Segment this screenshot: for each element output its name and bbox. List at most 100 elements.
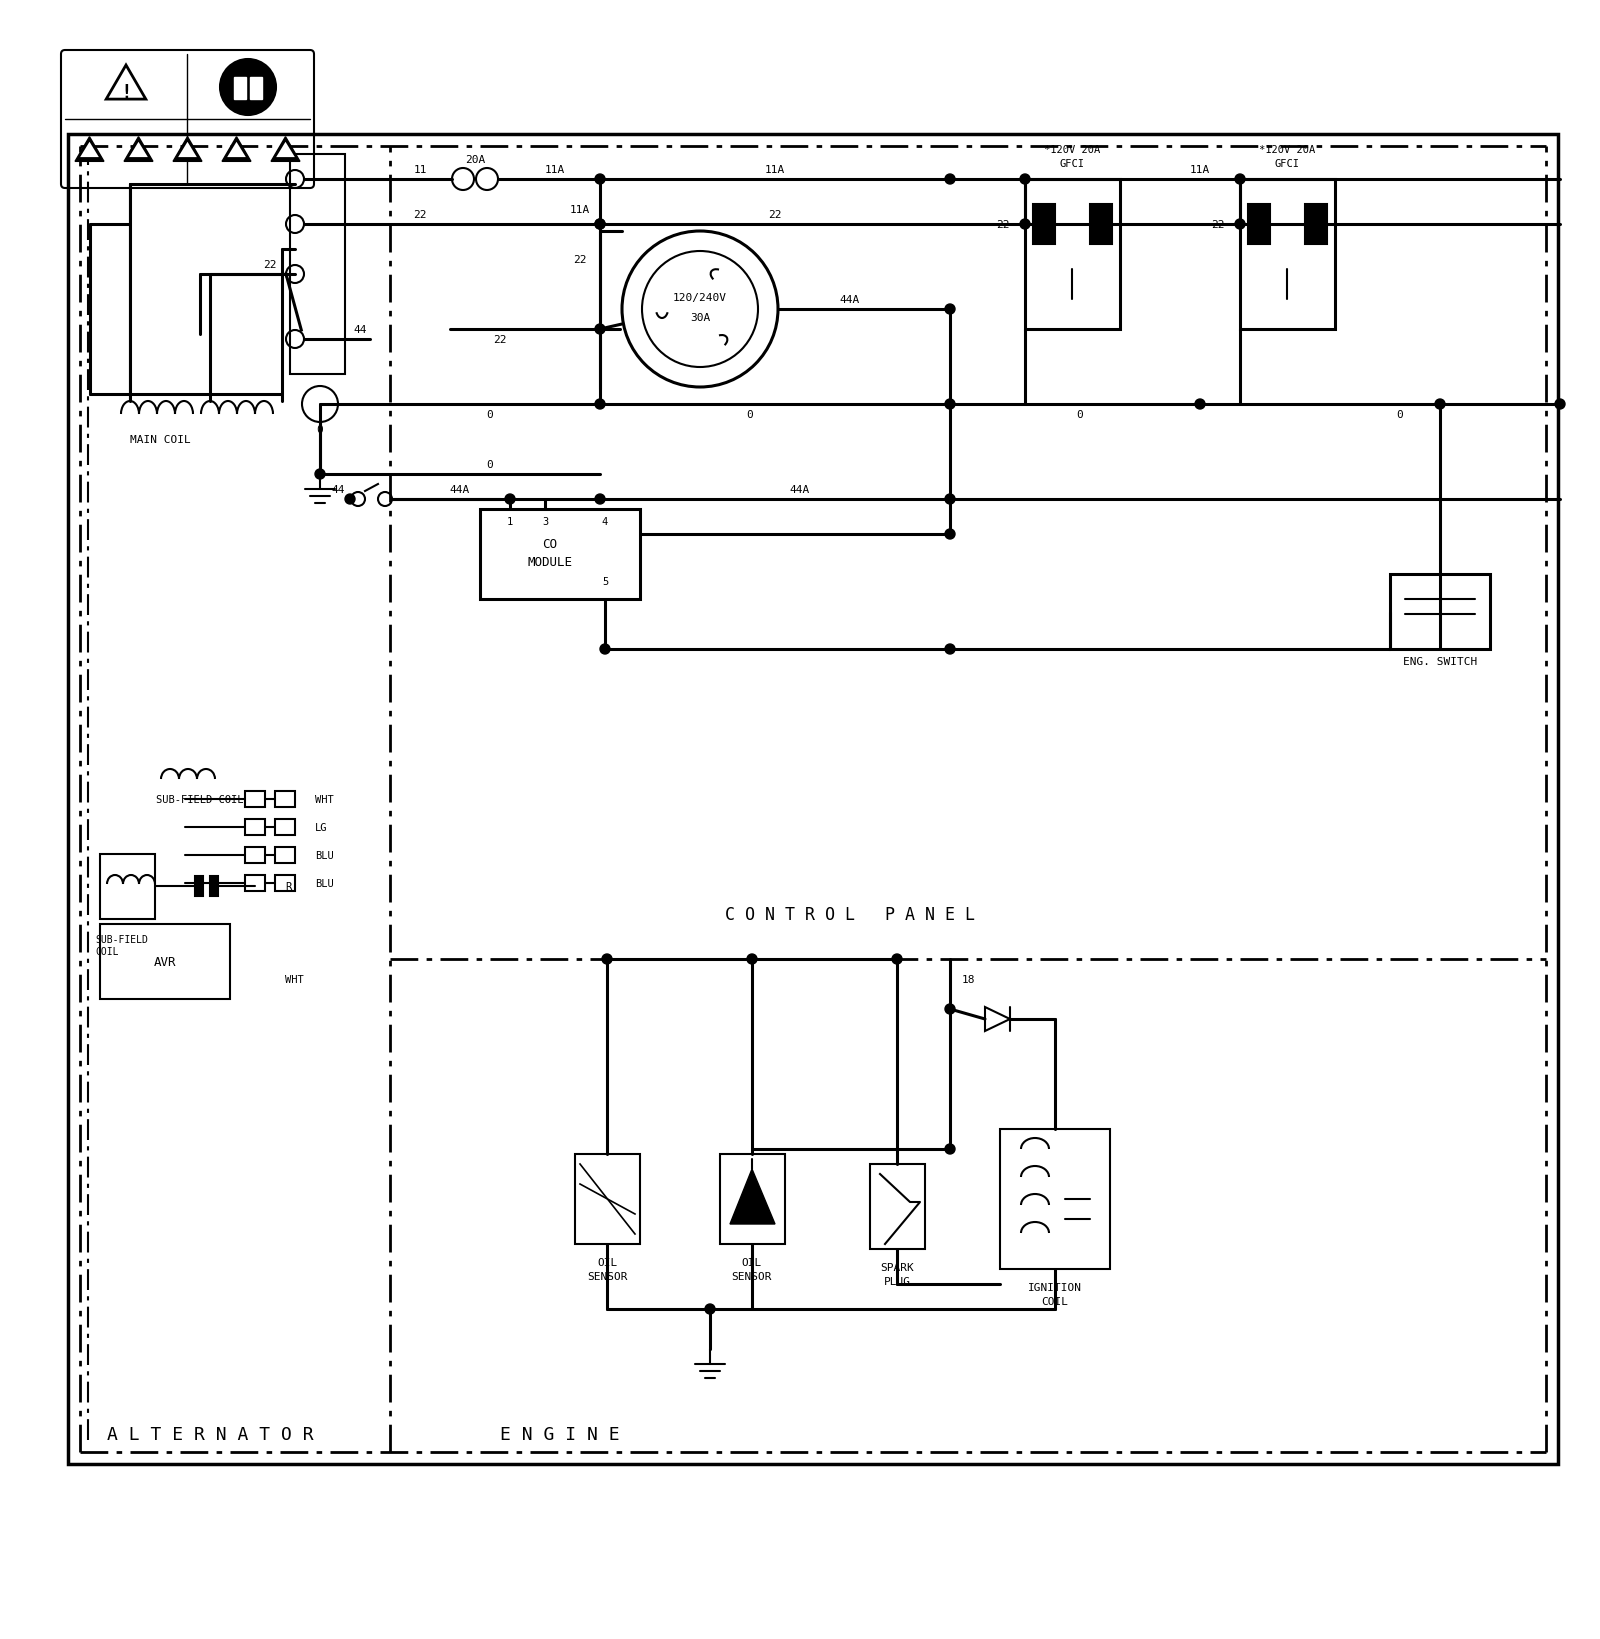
Circle shape xyxy=(1195,400,1205,410)
Bar xyxy=(1390,575,1490,649)
Circle shape xyxy=(893,954,902,964)
Text: 44A: 44A xyxy=(790,485,810,495)
Bar xyxy=(1248,205,1270,244)
Circle shape xyxy=(595,175,605,185)
Text: CO: CO xyxy=(542,538,557,551)
Circle shape xyxy=(221,61,277,116)
Text: 22: 22 xyxy=(573,254,587,266)
Circle shape xyxy=(595,495,605,505)
Text: 0: 0 xyxy=(486,410,493,420)
Text: GFCI: GFCI xyxy=(1059,159,1085,169)
Bar xyxy=(99,854,155,919)
Text: 22: 22 xyxy=(264,261,277,270)
Text: 120/240V: 120/240V xyxy=(674,293,726,303)
Circle shape xyxy=(946,400,955,410)
Text: 20A: 20A xyxy=(466,156,485,166)
Circle shape xyxy=(946,305,955,315)
Text: 11A: 11A xyxy=(765,166,786,175)
Polygon shape xyxy=(75,138,104,162)
Text: OIL: OIL xyxy=(597,1257,618,1267)
Text: 44: 44 xyxy=(354,325,366,334)
Bar xyxy=(275,875,294,892)
Text: 44A: 44A xyxy=(450,485,470,495)
Bar xyxy=(275,847,294,864)
Text: ENG. SWITCH: ENG. SWITCH xyxy=(1403,657,1477,667)
Text: 0: 0 xyxy=(1077,410,1083,420)
Polygon shape xyxy=(277,143,294,157)
Text: GFCI: GFCI xyxy=(1275,159,1299,169)
Bar xyxy=(574,1154,640,1244)
Circle shape xyxy=(1021,175,1030,185)
Bar xyxy=(245,792,266,808)
Bar xyxy=(1240,180,1334,329)
Bar xyxy=(245,847,266,864)
Bar xyxy=(870,1164,925,1249)
Text: 44A: 44A xyxy=(840,295,861,305)
Text: R: R xyxy=(285,882,291,892)
Circle shape xyxy=(946,1005,955,1015)
Circle shape xyxy=(595,325,605,334)
Circle shape xyxy=(1435,400,1445,410)
Polygon shape xyxy=(227,143,246,157)
Bar xyxy=(1090,205,1112,244)
Bar xyxy=(290,156,346,375)
Text: 4: 4 xyxy=(602,516,608,526)
Bar xyxy=(250,79,262,100)
Text: *120V 20A: *120V 20A xyxy=(1259,144,1315,156)
Bar xyxy=(234,79,246,100)
Bar xyxy=(245,875,266,892)
Circle shape xyxy=(946,1144,955,1154)
Circle shape xyxy=(946,644,955,654)
Text: 22: 22 xyxy=(1211,220,1226,229)
Circle shape xyxy=(946,175,955,185)
Polygon shape xyxy=(222,138,251,162)
Text: 0: 0 xyxy=(747,410,754,420)
Text: 0: 0 xyxy=(317,425,323,434)
Text: COIL: COIL xyxy=(1042,1296,1069,1306)
Circle shape xyxy=(600,644,610,654)
Text: *120V 20A: *120V 20A xyxy=(1043,144,1101,156)
Bar xyxy=(1306,205,1326,244)
Text: 22: 22 xyxy=(768,210,782,220)
Text: 0: 0 xyxy=(1397,410,1403,420)
Circle shape xyxy=(602,954,611,964)
Bar xyxy=(67,134,1558,1464)
Circle shape xyxy=(346,495,355,505)
Text: 11A: 11A xyxy=(1190,166,1210,175)
Polygon shape xyxy=(130,143,147,157)
Circle shape xyxy=(595,400,605,410)
Text: 22: 22 xyxy=(493,334,507,344)
Polygon shape xyxy=(173,138,202,162)
Text: 30A: 30A xyxy=(690,313,710,323)
Polygon shape xyxy=(730,1169,774,1224)
Text: 11A: 11A xyxy=(546,166,565,175)
Text: SENSOR: SENSOR xyxy=(731,1272,773,1282)
Bar xyxy=(245,820,266,836)
Circle shape xyxy=(595,220,605,229)
Text: 1: 1 xyxy=(507,516,514,526)
Text: 11A: 11A xyxy=(570,205,590,215)
Circle shape xyxy=(595,220,605,229)
Text: MAIN COIL: MAIN COIL xyxy=(130,434,190,444)
Text: OIL: OIL xyxy=(742,1257,762,1267)
Bar xyxy=(1026,180,1120,329)
Bar xyxy=(275,792,294,808)
Text: SENSOR: SENSOR xyxy=(587,1272,627,1282)
Text: WHT: WHT xyxy=(285,975,304,985)
Circle shape xyxy=(1235,175,1245,185)
Text: BLU: BLU xyxy=(315,879,334,888)
Text: 11: 11 xyxy=(413,166,427,175)
Bar xyxy=(720,1154,786,1244)
Text: AVR: AVR xyxy=(154,956,176,969)
Text: SUB-FIELD COIL: SUB-FIELD COIL xyxy=(157,795,243,805)
Text: E N G I N E: E N G I N E xyxy=(501,1426,619,1442)
Circle shape xyxy=(506,495,515,505)
Polygon shape xyxy=(178,143,197,157)
Bar xyxy=(480,510,640,600)
Text: COIL: COIL xyxy=(94,946,118,957)
Polygon shape xyxy=(270,138,299,162)
Circle shape xyxy=(1021,220,1030,229)
Text: 18: 18 xyxy=(962,975,976,985)
Text: 22: 22 xyxy=(997,220,1010,229)
Bar xyxy=(1034,205,1054,244)
